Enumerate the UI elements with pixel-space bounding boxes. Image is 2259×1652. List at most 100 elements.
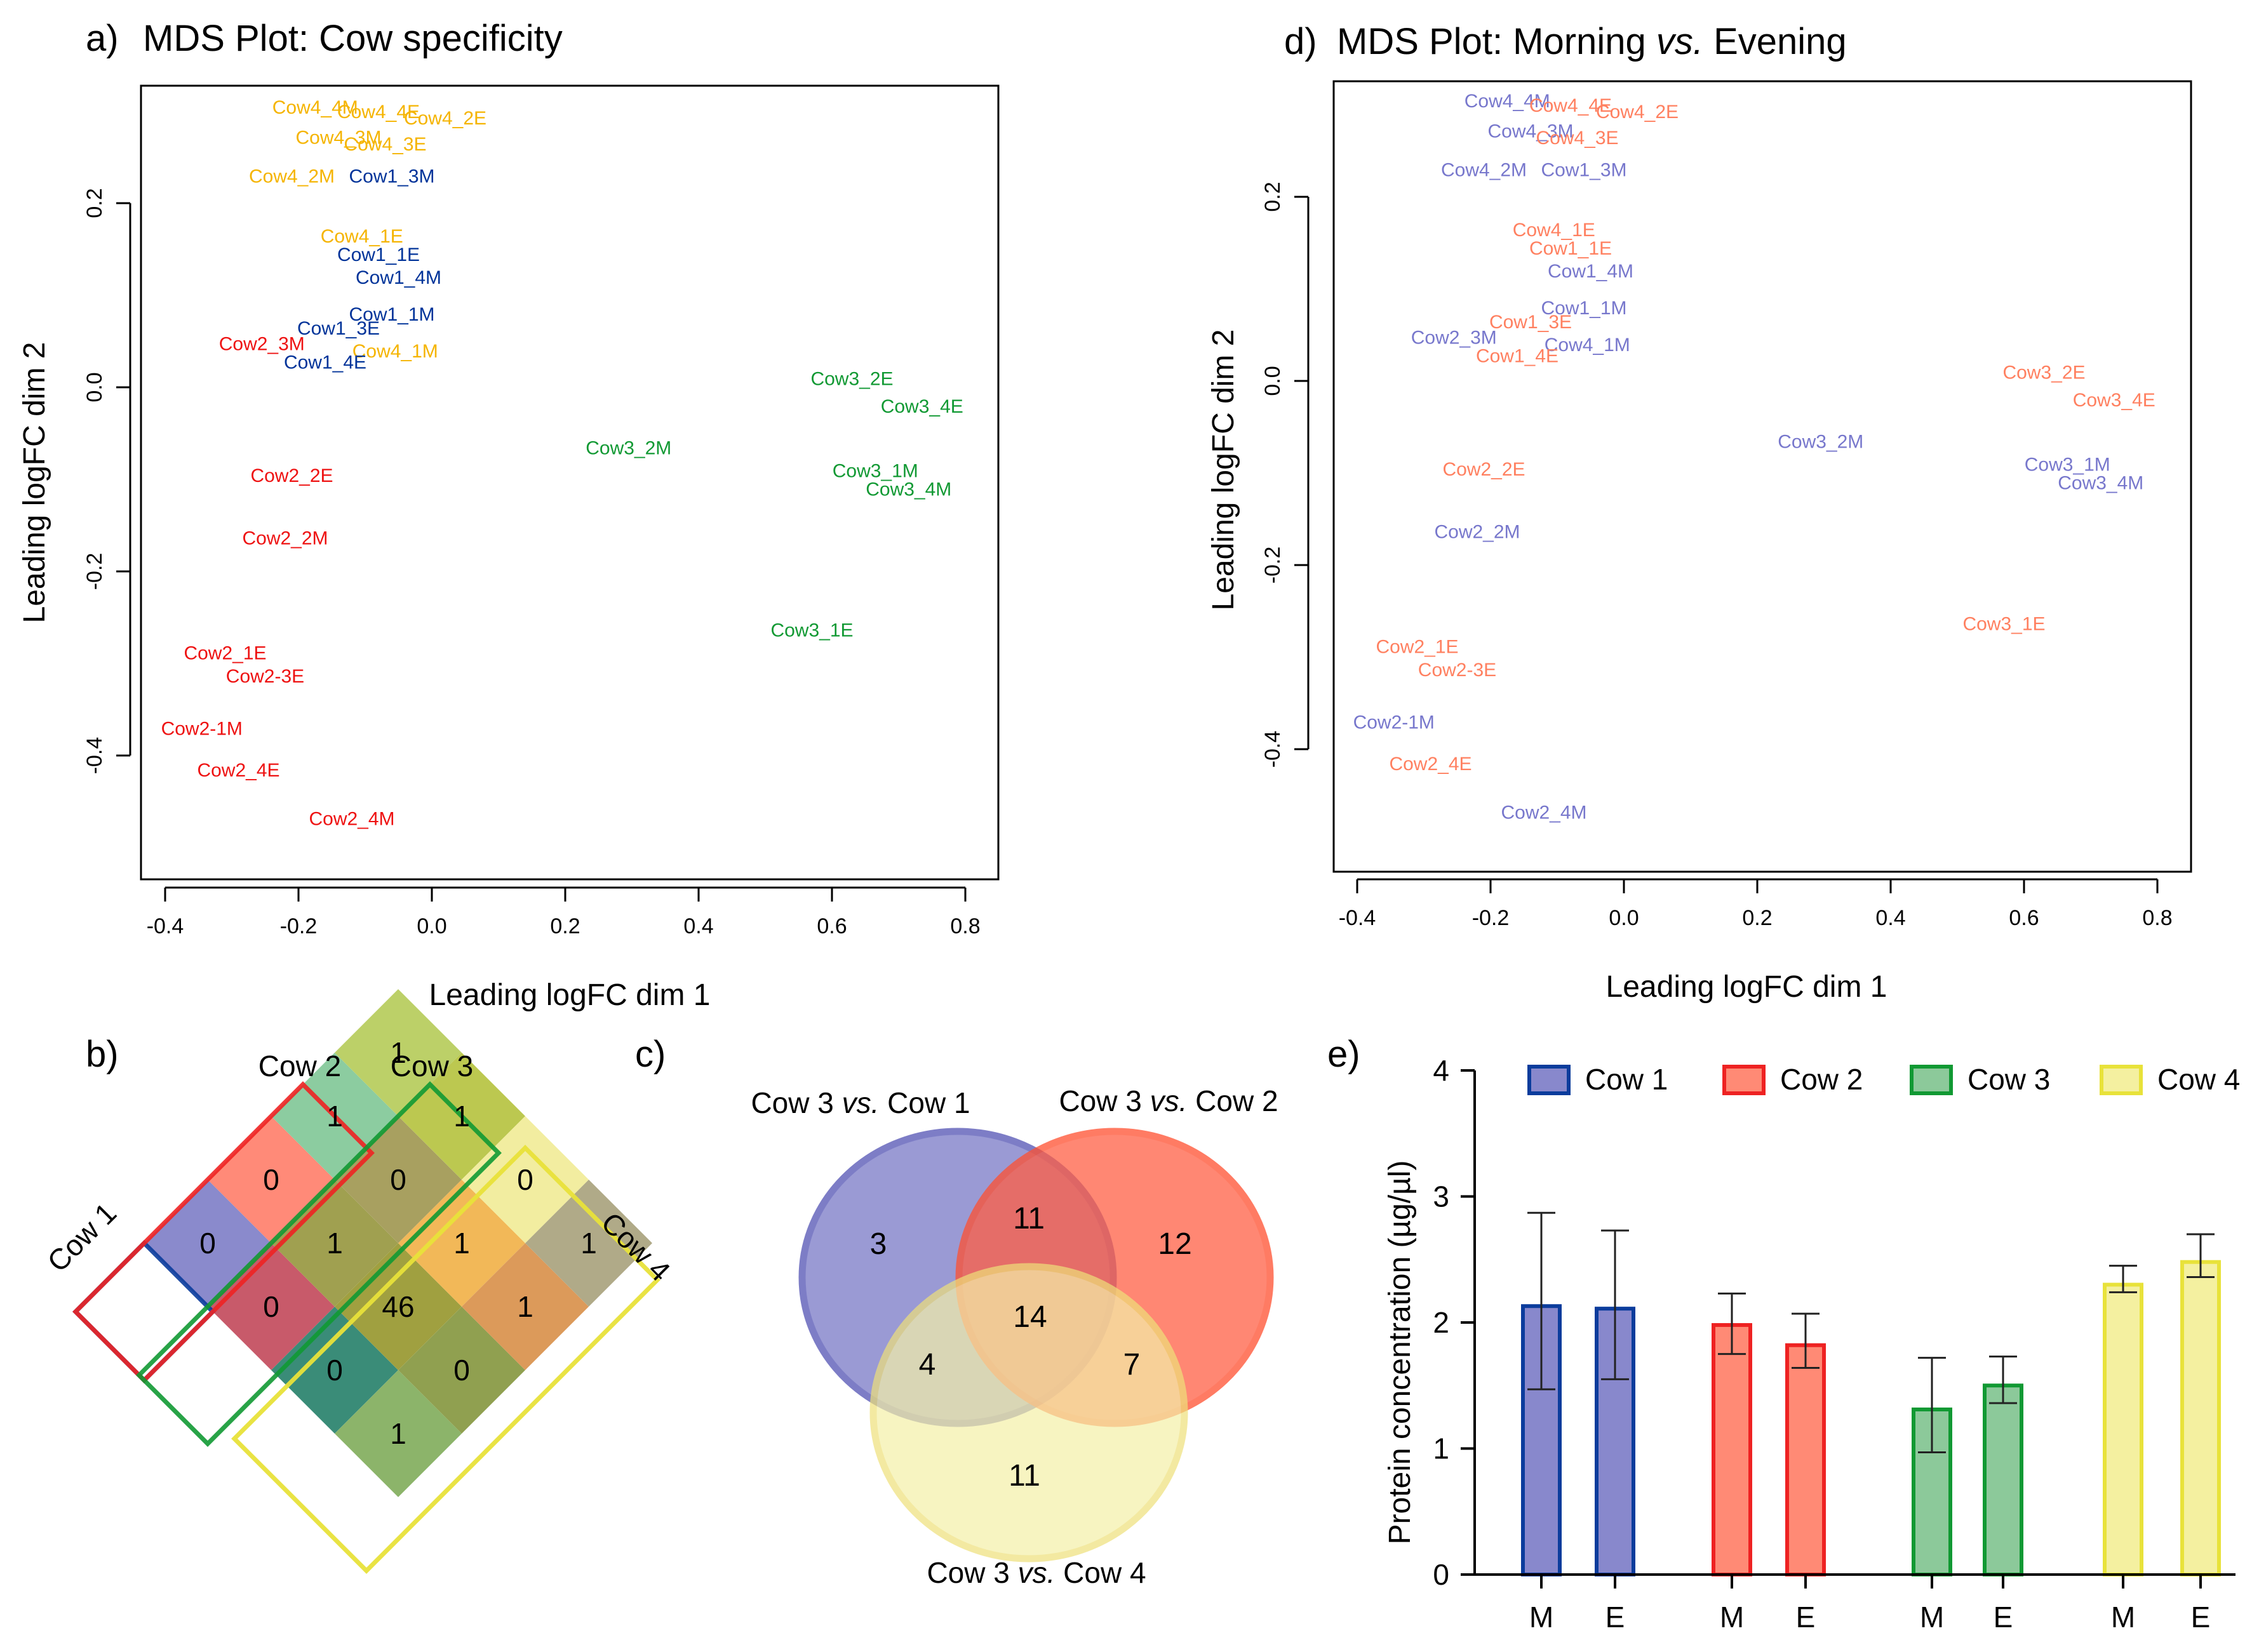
point-label-a: Cow3_1M xyxy=(833,461,918,482)
y-axis-title-e: Protein concentration (µg/µl) xyxy=(1383,1161,1417,1545)
panel-e-letter: e) xyxy=(1327,1034,1360,1075)
point-label-a: Cow4_2E xyxy=(404,108,486,129)
plot-frame-a xyxy=(140,84,1000,881)
point-label-d: Cow3_1M xyxy=(2025,455,2110,476)
point-label-d: Cow1_3E xyxy=(1489,312,1572,333)
point-label-d: Cow2_2M xyxy=(1434,521,1520,542)
venn3-set-label-a: Cow 3 vs. Cow 1 xyxy=(751,1086,970,1119)
x-tick-label-d: -0.2 xyxy=(1472,906,1510,930)
x-category-label-e: E xyxy=(2191,1601,2211,1634)
venn4-region-label: 1 xyxy=(390,1036,406,1069)
legend-swatch-e xyxy=(1910,1065,1953,1095)
venn4-region-label: 0 xyxy=(263,1290,279,1323)
bars-e xyxy=(1521,1211,2221,1577)
venn4-region-label: 1 xyxy=(517,1290,533,1323)
set-label-cow2: Cow 2 xyxy=(258,1049,341,1082)
set-outline-cow4 xyxy=(231,1145,660,1574)
panel-c: c) 3 12 11 11 4 7 14 Cow 3 vs. Cow 1 Cow… xyxy=(635,1034,1278,1589)
x-tick-label-d: 0.6 xyxy=(2009,906,2039,930)
y-tick-label-a: -0.2 xyxy=(83,553,107,590)
venn4-region-label: 1 xyxy=(453,1100,470,1133)
point-label-a: Cow1_4M xyxy=(356,267,441,288)
x-category-label-e: M xyxy=(2111,1601,2135,1634)
point-label-d: Cow4_4M xyxy=(1465,91,1550,112)
x-category-label-e: E xyxy=(1994,1601,2013,1634)
point-label-a: Cow4_1M xyxy=(352,341,438,362)
point-label-d: Cow4_2E xyxy=(1596,102,1679,123)
x-category-label-e: M xyxy=(1920,1601,1944,1634)
point-label-a: Cow4_4E xyxy=(337,102,420,123)
point-label-d: Cow3_2M xyxy=(1778,431,1863,452)
y-tick-label-e: 2 xyxy=(1433,1306,1449,1339)
point-label-d: Cow2_2E xyxy=(1442,459,1525,480)
x-tick-label-d: 0.8 xyxy=(2142,906,2172,930)
point-label-d: Cow2-1M xyxy=(1353,712,1435,733)
point-label-d: Cow2_4E xyxy=(1389,754,1471,775)
point-label-d: Cow4_4E xyxy=(1529,95,1612,116)
point-label-a: Cow4_3M xyxy=(295,128,381,149)
point-label-a: Cow2_1E xyxy=(184,643,266,664)
point-label-a: Cow2_4M xyxy=(309,809,394,830)
point-label-d: Cow1_1E xyxy=(1529,238,1612,259)
venn4-region-label: 0 xyxy=(390,1163,406,1196)
y-tick-label-e: 1 xyxy=(1433,1432,1449,1465)
point-label-d: Cow1_1M xyxy=(1541,298,1626,319)
point-label-a: Cow1_3E xyxy=(297,318,380,339)
point-label-d: Cow2-3E xyxy=(1418,660,1496,681)
venn4-region-label: 1 xyxy=(453,1227,470,1260)
y-tick-label-e: 4 xyxy=(1433,1054,1449,1087)
point-label-d: Cow3_2E xyxy=(2002,363,2085,383)
x-category-label-e: E xyxy=(1796,1601,1816,1634)
venn4-region-label: 0 xyxy=(326,1354,343,1387)
point-label-a: Cow1_1M xyxy=(349,304,434,325)
venn4-region-labels: 0 0 1 0 46 1 1 0 1 1 0 1 1 0 1 0 xyxy=(199,1036,597,1450)
point-label-a: Cow3_2M xyxy=(586,437,671,458)
x-tick-label-a: 0.0 xyxy=(417,914,446,938)
venn4-region-label: 0 xyxy=(199,1227,216,1260)
panel-d: d) MDS Plot: Morning vs. Evening -0.4 -0.… xyxy=(1207,21,2192,1004)
venn3-circle-cow4 xyxy=(869,1263,1188,1562)
x-category-label-e: E xyxy=(1605,1601,1625,1634)
x-axis-title-a: Leading logFC dim 1 xyxy=(429,978,711,1012)
bar xyxy=(1983,1383,2023,1576)
point-label-d: Cow1_4E xyxy=(1476,345,1559,366)
y-tick-label-d: -0.2 xyxy=(1261,547,1285,584)
venn3-bc: 7 xyxy=(1123,1348,1141,1382)
x-tick-label-d: 0.4 xyxy=(1875,906,1905,930)
plot-frame-d xyxy=(1332,80,2192,873)
set-label-cow1: Cow 1 xyxy=(41,1196,123,1278)
venn3-set-label-b: Cow 3 vs. Cow 2 xyxy=(1059,1084,1278,1117)
point-label-a: Cow4_2M xyxy=(249,166,335,187)
x-tick-label-a: 0.8 xyxy=(950,914,980,938)
venn3-set-label-a-post: Cow 1 xyxy=(879,1086,970,1119)
y-axis-d: -0.4 -0.2 0.0 0.2 xyxy=(1261,182,1310,768)
venn3-set-label-a-pre: Cow 3 xyxy=(751,1086,841,1119)
panel-d-title: MDS Plot: Morning vs. Evening xyxy=(1337,21,1847,62)
venn3-ab: 11 xyxy=(1013,1202,1045,1236)
set-label-cow3: Cow 3 xyxy=(391,1049,473,1082)
point-label-a: Cow4_1E xyxy=(321,226,403,247)
venn3-ac: 4 xyxy=(919,1348,936,1382)
point-label-a: Cow1_4E xyxy=(284,352,366,373)
y-tick-label-a: 0.0 xyxy=(83,372,107,402)
venn3-abc: 14 xyxy=(1013,1300,1047,1334)
venn4-region-label: 1 xyxy=(326,1227,343,1260)
panel-a-letter: a) xyxy=(86,18,119,59)
venn4-region-label: 1 xyxy=(580,1227,597,1260)
y-axis-a: -0.4 -0.2 0.0 0.2 xyxy=(83,188,131,774)
venn3-only-b: 12 xyxy=(1158,1227,1191,1261)
panel-e: e) Cow 1 Cow 2 Cow 3 Cow 4 0 1 2 3 4 M E M E M E M E P… xyxy=(1327,1034,2240,1634)
point-label-d: Cow4_3E xyxy=(1536,128,1618,149)
x-category-label-e: M xyxy=(1529,1601,1553,1634)
legend-label-e: Cow 1 xyxy=(1585,1063,1668,1096)
x-axis-d: -0.4 -0.2 0.0 0.2 0.4 0.6 0.8 xyxy=(1339,878,2173,930)
legend-swatch-e xyxy=(1722,1065,1766,1095)
point-label-d: Cow4_1M xyxy=(1545,335,1630,356)
venn3-set-label-c: Cow 3 vs. Cow 4 xyxy=(927,1556,1146,1589)
venn3-only-a: 3 xyxy=(870,1227,887,1261)
panel-a: a) MDS Plot: Cow specificity -0.4 -0.2 0.0… xyxy=(18,18,1000,1012)
panel-d-title-em: vs. xyxy=(1656,21,1703,62)
point-label-a: Cow2-3E xyxy=(226,666,304,687)
